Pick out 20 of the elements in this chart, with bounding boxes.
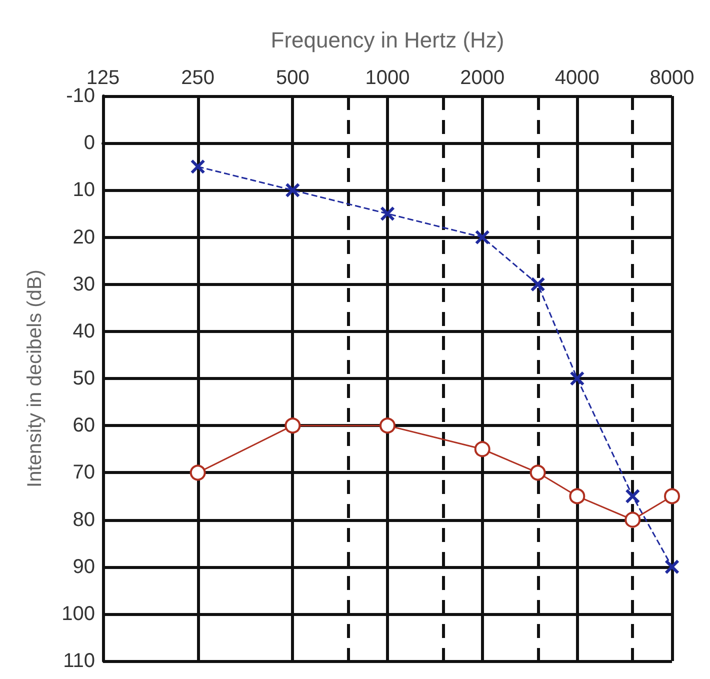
- y-tick-label: 70: [72, 462, 95, 484]
- y-tick-label: 0: [84, 132, 95, 154]
- y-tick-label: 100: [62, 602, 95, 625]
- x-axis-title: Frequency in Hertz (Hz): [270, 28, 504, 52]
- y-tick-label: 110: [63, 650, 95, 672]
- y-tick-label: 50: [72, 368, 95, 390]
- x-tick-label: 500: [276, 67, 310, 89]
- x-tick-label: 250: [181, 67, 215, 89]
- x-tick-label: 1000: [365, 67, 410, 89]
- y-tick-label: 90: [72, 556, 95, 578]
- y-tick-label: 20: [72, 226, 95, 248]
- x-tick-label: 2000: [460, 67, 505, 89]
- y-tick-label: 40: [72, 320, 95, 342]
- y-tick-label: 10: [72, 179, 95, 202]
- y-axis-title: Intensity in decibels (dB): [24, 270, 46, 488]
- y-tick-label: 30: [72, 273, 95, 296]
- x-tick-label: 8000: [650, 67, 694, 89]
- x-tick-label: 4000: [554, 67, 600, 89]
- y-tick-label: 60: [72, 414, 95, 437]
- y-tick-label: 80: [72, 508, 95, 531]
